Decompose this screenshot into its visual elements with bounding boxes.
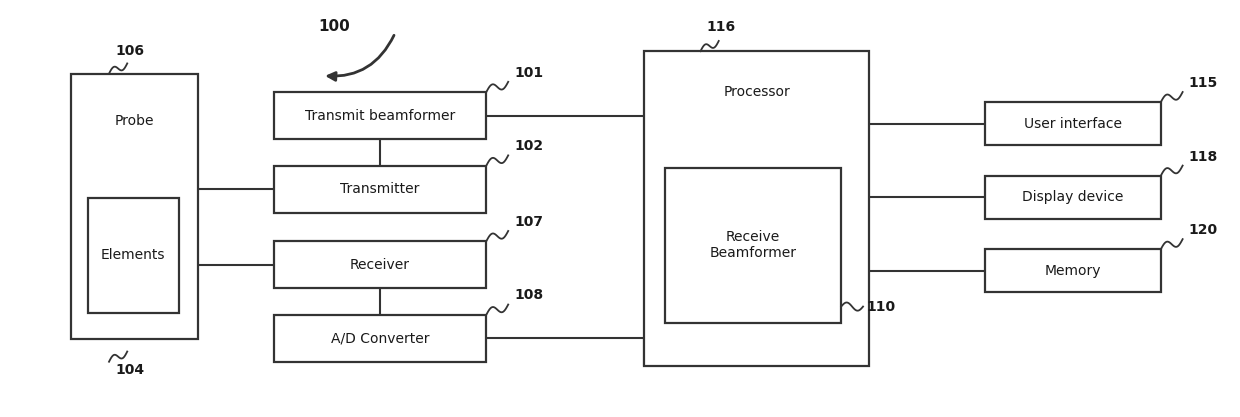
Text: 102: 102 <box>515 139 543 153</box>
Text: 106: 106 <box>115 44 144 58</box>
Text: User interface: User interface <box>1024 117 1122 131</box>
Text: 116: 116 <box>707 20 735 34</box>
Text: 108: 108 <box>515 289 543 302</box>
FancyBboxPatch shape <box>985 102 1161 145</box>
Text: 104: 104 <box>115 363 144 377</box>
Text: Display device: Display device <box>1022 190 1123 204</box>
Text: 100: 100 <box>319 19 351 34</box>
FancyBboxPatch shape <box>985 249 1161 292</box>
Text: Receive
Beamformer: Receive Beamformer <box>709 230 796 260</box>
Text: Memory: Memory <box>1044 264 1101 278</box>
Text: 110: 110 <box>867 299 895 314</box>
FancyBboxPatch shape <box>88 198 179 313</box>
Text: A/D Converter: A/D Converter <box>331 331 429 345</box>
FancyBboxPatch shape <box>71 74 198 339</box>
Text: Transmit beamformer: Transmit beamformer <box>305 108 455 123</box>
Text: 107: 107 <box>515 215 543 229</box>
Text: Probe: Probe <box>115 114 154 128</box>
FancyBboxPatch shape <box>645 51 869 366</box>
Text: Processor: Processor <box>723 85 790 99</box>
Text: Elements: Elements <box>102 249 166 262</box>
Text: 120: 120 <box>1189 223 1218 237</box>
Text: Transmitter: Transmitter <box>340 182 419 196</box>
Text: 115: 115 <box>1189 76 1218 90</box>
FancyBboxPatch shape <box>274 166 486 213</box>
Text: 118: 118 <box>1189 150 1218 163</box>
FancyBboxPatch shape <box>985 176 1161 219</box>
FancyBboxPatch shape <box>274 315 486 362</box>
Text: Receiver: Receiver <box>350 258 410 272</box>
FancyBboxPatch shape <box>274 92 486 139</box>
FancyBboxPatch shape <box>665 168 841 323</box>
FancyBboxPatch shape <box>274 241 486 288</box>
Text: 101: 101 <box>515 66 543 80</box>
